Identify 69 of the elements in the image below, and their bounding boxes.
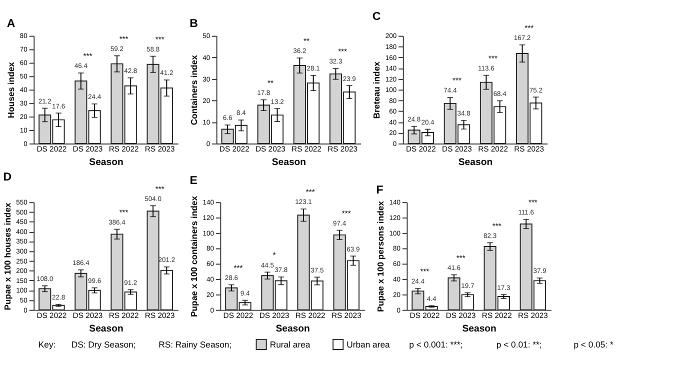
chart-title: A <box>6 18 16 30</box>
text: *** <box>306 188 315 197</box>
x-tick-label: DS 2023 <box>72 144 103 154</box>
x-tick-label: DS 2023 <box>442 144 472 154</box>
chart-title: E <box>190 175 198 187</box>
annotation: * <box>272 250 276 260</box>
x-tick-label: RS 2022 <box>482 311 512 320</box>
chart-title: F <box>376 184 384 196</box>
x-tick-label: DS 2022 <box>410 311 440 320</box>
text: p < 0.001: ***; <box>409 339 463 350</box>
x-axis-title: Season <box>276 323 310 334</box>
y-axis-title: Pupae x 100 containers index <box>188 196 199 317</box>
text: p < 0.05: * <box>574 339 614 350</box>
x-tick-label: RS 2022 <box>108 311 139 320</box>
annotation: *** <box>488 54 498 63</box>
x-tick-label: DS 2022 <box>36 144 67 154</box>
y-axis-title: Pupae x 100 persons index <box>375 200 386 312</box>
x-tick-label: RS 2023 <box>518 311 548 320</box>
x-axis-title: Season <box>458 157 493 168</box>
x-tick-label: DS 2022 <box>36 311 67 320</box>
annotation: *** <box>452 76 462 86</box>
x-tick-label: DS 2023 <box>259 311 290 320</box>
x-tick-label: DS 2023 <box>446 311 476 320</box>
x-tick-label: DS 2022 <box>406 144 436 154</box>
x-tick-label: RS 2023 <box>514 144 544 154</box>
x-tick-label: RS 2022 <box>108 144 139 154</box>
legend-label: Rural area <box>270 339 310 350</box>
annotation: *** <box>155 34 164 44</box>
text: *** <box>155 184 164 194</box>
annotation: ** <box>267 78 274 88</box>
annotation: *** <box>234 263 243 272</box>
text: RS: Rainy Season; <box>158 339 232 350</box>
chart-title: D <box>3 172 12 184</box>
y-axis-title: Pupae x 100 houses index <box>2 202 12 310</box>
legend-label: Urban area <box>346 339 390 350</box>
text: p < 0.01: **; <box>496 339 542 350</box>
annotation: *** <box>456 253 466 262</box>
x-tick-label: RS 2022 <box>295 311 326 320</box>
annotation: *** <box>528 198 538 207</box>
annotation: *** <box>420 266 430 276</box>
annotation: *** <box>119 34 128 44</box>
x-tick-label: RS 2023 <box>144 311 175 320</box>
y-axis-title: Containers index <box>188 54 199 126</box>
x-tick-label: DS 2023 <box>255 144 286 154</box>
x-tick-label: DS 2022 <box>219 144 250 154</box>
annotation: *** <box>83 52 92 61</box>
annotation: *** <box>492 221 502 230</box>
chart-title: C <box>372 10 381 23</box>
y-axis-title: Houses index <box>6 62 16 118</box>
y-axis-title: Breteau index <box>372 61 382 119</box>
annotation: *** <box>119 208 128 217</box>
x-tick-label: DS 2023 <box>72 311 103 320</box>
x-axis-title: Season <box>89 323 124 334</box>
text: *** <box>524 23 534 32</box>
annotation: ** <box>304 36 310 46</box>
x-axis-title: Season <box>272 157 306 168</box>
x-tick-label: RS 2022 <box>292 144 322 154</box>
x-tick-label: RS 2023 <box>331 311 362 320</box>
annotation: *** <box>338 47 348 56</box>
annotation: *** <box>342 208 351 218</box>
x-tick-label: RS 2022 <box>478 144 508 154</box>
x-tick-label: RS 2023 <box>328 144 358 154</box>
text: Key: <box>38 339 56 350</box>
x-axis-title: Season <box>462 323 497 334</box>
x-tick-label: DS 2022 <box>223 311 254 320</box>
x-tick-label: RS 2023 <box>144 144 175 154</box>
text: DS: Dry Season; <box>71 339 136 350</box>
x-axis-title: Season <box>89 157 124 168</box>
chart-title: B <box>190 18 198 30</box>
